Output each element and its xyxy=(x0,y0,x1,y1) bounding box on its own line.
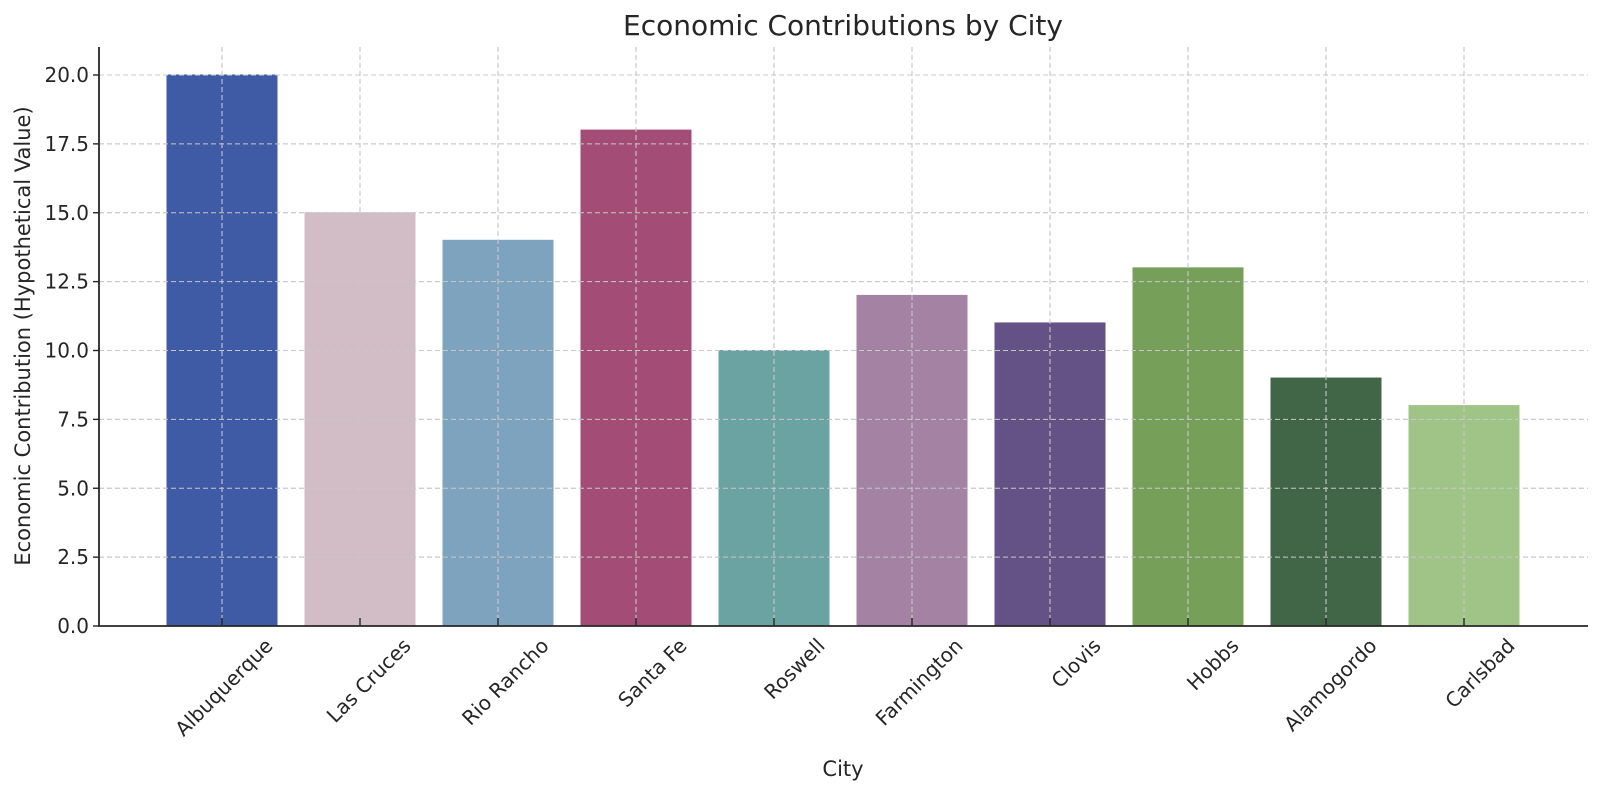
y-tick-label: 12.5 xyxy=(44,270,89,294)
y-axis-ticks: 0.0 2.5 5.0 7.5 10.0 12.5 15.0 17.5 20.0 xyxy=(44,63,99,638)
gridlines-overlay xyxy=(99,47,1588,626)
x-tick-label: Santa Fe xyxy=(613,634,691,712)
y-tick-label: 0.0 xyxy=(57,614,89,638)
y-tick-label: 15.0 xyxy=(44,201,89,225)
y-tick-label: 10.0 xyxy=(44,339,89,363)
x-tick-label: Farmington xyxy=(871,634,968,731)
x-tick-label: Alamogordo xyxy=(1279,634,1381,736)
y-tick-label: 17.5 xyxy=(44,132,89,156)
y-tick-label: 7.5 xyxy=(57,407,89,431)
x-tick-label: Las Cruces xyxy=(322,634,416,728)
y-tick-label: 20.0 xyxy=(44,63,89,87)
x-tick-label: Carlsbad xyxy=(1440,634,1519,713)
y-tick-label: 2.5 xyxy=(57,545,89,569)
x-axis-label: City xyxy=(822,757,863,781)
x-tick-label: Clovis xyxy=(1046,634,1105,693)
x-tick-label: Rio Rancho xyxy=(457,634,553,730)
y-tick-label: 5.0 xyxy=(57,476,89,500)
x-tick-label: Hobbs xyxy=(1182,634,1244,696)
x-tick-label: Roswell xyxy=(759,634,829,704)
chart-title: Economic Contributions by City xyxy=(623,9,1063,42)
y-axis-label: Economic Contribution (Hypothetical Valu… xyxy=(11,106,35,565)
x-tick-label: Albuquerque xyxy=(170,634,277,741)
x-axis-ticks: Albuquerque Las Cruces Rio Rancho Santa Fe R… xyxy=(170,618,1520,741)
